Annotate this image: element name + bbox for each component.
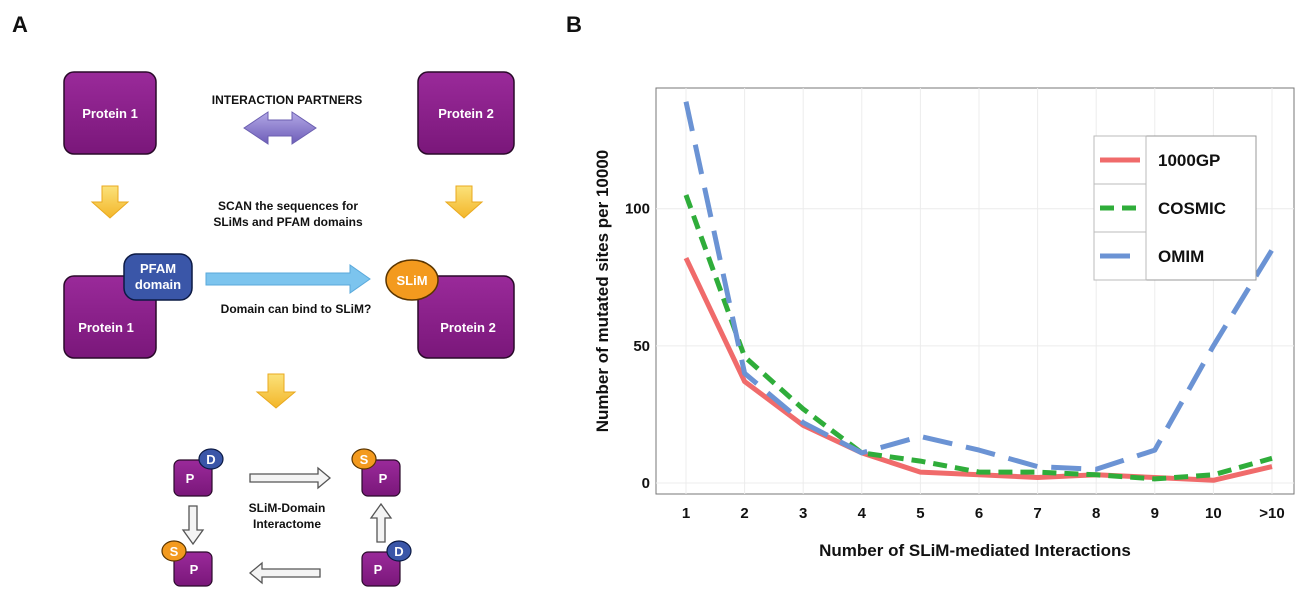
x-tick-label: 7: [1033, 505, 1041, 522]
x-tick-label: >10: [1259, 505, 1284, 522]
line-chart: 0 50 100 1 2 3 4 5 6 7 8 9 10 >10 Number of SLiM-media…: [593, 87, 1295, 560]
panel-b-letter: B: [566, 12, 582, 37]
x-tick-label: 3: [799, 505, 807, 522]
mini-p-bottomright: [361, 551, 401, 587]
mini-p-topright-label: P: [379, 471, 388, 486]
protein2-top-box: [417, 71, 515, 155]
mini-p-bottomright-label: P: [374, 562, 383, 577]
mini-p-topleft: [173, 459, 213, 497]
blue-arrow-icon: [205, 264, 371, 294]
pfam-line1: PFAM: [140, 261, 176, 276]
scan-line1: SCAN the sequences for: [218, 199, 358, 213]
interactome-line2: Interactome: [253, 517, 321, 531]
mini-p-bottomleft-label: P: [190, 562, 199, 577]
x-tick-label: 4: [858, 505, 867, 522]
pfam-line2: domain: [135, 277, 181, 292]
gray-arrow-right-icon: [249, 466, 332, 490]
mini-p-bottomleft: [173, 551, 213, 587]
x-axis-title: Number of SLiM-mediated Interactions: [819, 541, 1131, 560]
panel-a-letter: A: [12, 12, 28, 37]
protein2-top-label: Protein 2: [438, 106, 494, 121]
y-tick-label: 100: [625, 201, 650, 218]
y-tick-label: 50: [633, 338, 650, 355]
gray-arrow-up-icon: [369, 502, 393, 543]
double-arrow-icon: [243, 111, 317, 145]
x-tick-label: 2: [740, 505, 748, 522]
protein2-mid-box: [417, 275, 515, 359]
down-arrow-right-icon: [444, 185, 484, 219]
bind-question: Domain can bind to SLiM?: [221, 302, 372, 316]
slim-label: SLiM: [396, 273, 427, 288]
mini-d-bottomright: [386, 540, 412, 562]
mini-p-topleft-label: P: [186, 471, 195, 486]
down-arrow-left-icon: [90, 185, 130, 219]
series-line-cosmic: [683, 194, 1273, 482]
x-tick-label: 10: [1205, 505, 1222, 522]
interaction-partners-label: INTERACTION PARTNERS: [212, 93, 362, 107]
protein1-mid-label: Protein 1: [78, 320, 134, 335]
down-arrow-center-icon: [255, 373, 297, 409]
mini-s-topright-label: S: [360, 452, 369, 467]
gray-arrow-left-icon: [248, 561, 321, 585]
protein2-mid-label: Protein 2: [440, 320, 496, 335]
mini-s-bottomleft: [161, 540, 187, 562]
mini-s-bottomleft-label: S: [170, 544, 179, 559]
mini-p-topright: [361, 459, 401, 497]
scan-line2: SLiMs and PFAM domains: [213, 215, 363, 229]
y-tick-label: 0: [642, 475, 650, 492]
mini-s-topright: [351, 448, 377, 470]
x-tick-label: 9: [1151, 505, 1159, 522]
gray-arrow-down-icon: [181, 505, 205, 546]
x-tick-label: 6: [975, 505, 983, 522]
series-line-omim: [683, 101, 1275, 472]
interactome-line1: SLiM-Domain: [249, 501, 326, 515]
mini-d-topleft: [198, 448, 224, 470]
mini-d-bottomright-label: D: [394, 544, 403, 559]
mini-d-topleft-label: D: [206, 452, 215, 467]
y-axis-title: Number of mutated sites per 10000: [593, 150, 612, 432]
slim-ellipse: [385, 259, 439, 301]
x-tick-label: 8: [1092, 505, 1100, 522]
protein1-top-box: [63, 71, 157, 155]
legend-label-omim: OMIM: [1158, 247, 1204, 266]
x-tick-label: 1: [682, 505, 690, 522]
pfam-domain-box: [123, 253, 193, 301]
x-tick-label: 5: [916, 505, 924, 522]
legend-label-1000gp: 1000GP: [1158, 151, 1220, 170]
legend-label-cosmic: COSMIC: [1158, 199, 1226, 218]
protein1-top-label: Protein 1: [82, 106, 138, 121]
